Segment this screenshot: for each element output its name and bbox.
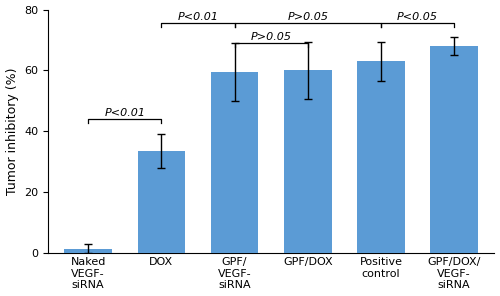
Text: P<0.01: P<0.01 [178,12,218,22]
Y-axis label: Tumor inhibitory (%): Tumor inhibitory (%) [6,67,18,195]
Text: P<0.05: P<0.05 [397,12,438,22]
Text: P>0.05: P>0.05 [250,32,292,42]
Text: P>0.05: P>0.05 [288,12,329,22]
Bar [211,72,258,253]
Bar [64,249,112,253]
Bar [284,70,332,253]
Bar [357,61,405,253]
Bar [430,46,478,253]
Bar [138,151,185,253]
Text: P<0.01: P<0.01 [104,108,146,118]
